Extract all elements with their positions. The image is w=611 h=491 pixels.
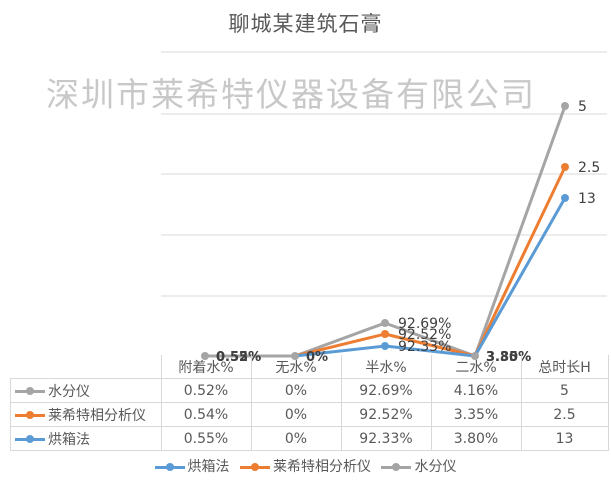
col-header: 半水% bbox=[340, 355, 432, 379]
table-row: 莱希特相分析仪 0.54% 0% 92.52% 3.35% 2.5 bbox=[10, 402, 609, 427]
col-header: 二水% bbox=[430, 355, 522, 379]
table-cell: 92.52% bbox=[340, 402, 432, 427]
table-cell: 0% bbox=[250, 378, 342, 403]
data-table: 附着水% 无水% 半水% 二水% 总时长H 水分仪 0.52% 0% 92.69… bbox=[10, 355, 609, 451]
gray-line-key-icon bbox=[15, 387, 45, 395]
table-cell: 3.80% bbox=[430, 426, 522, 451]
table-cell: 3.35% bbox=[430, 402, 522, 427]
data-labels: 92.69% 92.52% 92.33% 5 2.5 13 bbox=[398, 99, 600, 355]
orange-line-key-icon bbox=[15, 411, 45, 419]
legend-item-phase-analyzer[interactable]: 莱希特相分析仪 bbox=[240, 456, 371, 476]
row-label: 烘箱法 bbox=[10, 426, 162, 451]
chart-title: 聊城某建筑石膏 bbox=[228, 12, 383, 36]
table-cell: 0% bbox=[250, 402, 342, 427]
table-cell: 0.54% bbox=[160, 402, 252, 427]
row-label: 莱希特相分析仪 bbox=[10, 402, 162, 427]
table-cell: 92.69% bbox=[340, 378, 432, 403]
blue-line-key-icon bbox=[15, 435, 45, 443]
table-cell: 5 bbox=[520, 378, 609, 403]
watermark: 深圳市莱希特仪器设备有限公司 bbox=[46, 75, 536, 114]
table-cell: 0.52% bbox=[160, 378, 252, 403]
col-header: 总时长H bbox=[520, 355, 609, 379]
row-label: 水分仪 bbox=[10, 378, 162, 403]
series-phase-analyzer bbox=[205, 166, 567, 358]
markers bbox=[201, 102, 569, 360]
label-orange-time: 2.5 bbox=[578, 160, 600, 176]
table-row: 水分仪 0.52% 0% 92.69% 4.16% 5 bbox=[10, 378, 609, 403]
table-cell: 4.16% bbox=[430, 378, 522, 403]
table-cell: 2.5 bbox=[520, 402, 609, 427]
label-orange-semi: 92.52% bbox=[398, 327, 451, 343]
label-blue-semi: 92.33% bbox=[398, 339, 451, 355]
table-cell: 13 bbox=[520, 426, 609, 451]
legend: 烘箱法 莱希特相分析仪 水分仪 bbox=[0, 456, 611, 476]
blue-line-key-icon bbox=[154, 462, 185, 471]
table-row: 烘箱法 0.55% 0% 92.33% 3.80% 13 bbox=[10, 426, 609, 451]
col-header: 附着水% bbox=[160, 355, 252, 379]
label-blue-time: 13 bbox=[578, 191, 596, 207]
legend-item-oven[interactable]: 烘箱法 bbox=[154, 456, 230, 476]
gray-line-key-icon bbox=[381, 462, 412, 471]
table-header-row: 附着水% 无水% 半水% 二水% 总时长H bbox=[10, 355, 609, 379]
label-gray-semi: 92.69% bbox=[398, 316, 451, 332]
label-gray-time: 5 bbox=[578, 99, 587, 115]
col-header: 无水% bbox=[250, 355, 342, 379]
legend-item-moisture-meter[interactable]: 水分仪 bbox=[381, 456, 456, 476]
table-cell: 0.55% bbox=[160, 426, 252, 451]
table-cell: 92.33% bbox=[340, 426, 432, 451]
series-moisture-meter bbox=[205, 105, 567, 358]
orange-line-key-icon bbox=[240, 462, 270, 471]
table-cell: 0% bbox=[250, 426, 342, 451]
